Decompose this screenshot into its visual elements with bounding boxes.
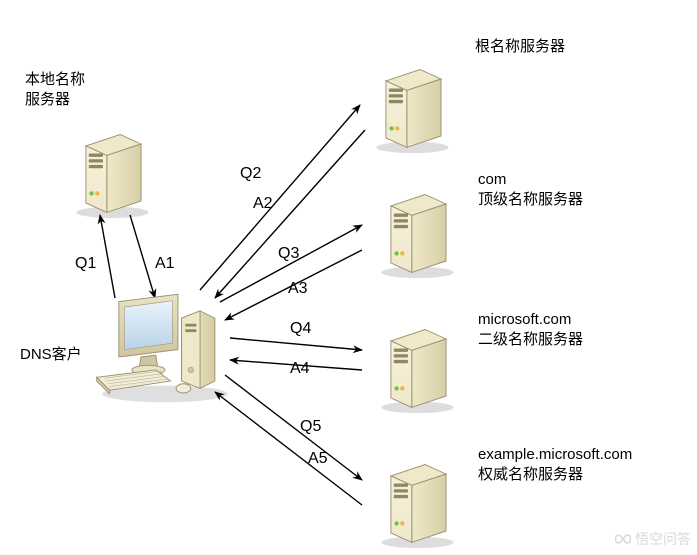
label-client: DNS客户 bbox=[20, 345, 82, 365]
node-com-ns bbox=[370, 185, 465, 285]
node-client-pc bbox=[90, 285, 240, 410]
label-root-ns: 根名称服务器 bbox=[475, 37, 565, 57]
server-icon bbox=[370, 320, 465, 415]
edge-label-q2: Q2 bbox=[240, 165, 261, 183]
edge-label-q5: Q5 bbox=[300, 418, 321, 436]
node-local-ns bbox=[65, 125, 160, 225]
edge-label-a5: A5 bbox=[308, 450, 328, 468]
edge-label-q3: Q3 bbox=[278, 245, 299, 263]
edge-label-a1: A1 bbox=[155, 255, 175, 273]
watermark-text: 悟空问答 bbox=[635, 529, 691, 549]
server-icon bbox=[370, 185, 465, 280]
server-icon bbox=[370, 455, 465, 550]
edge-label-a4: A4 bbox=[290, 360, 310, 378]
label-auth-ns: example.microsoft.com 权威名称服务器 bbox=[478, 445, 632, 484]
computer-icon bbox=[90, 285, 240, 405]
server-icon bbox=[65, 125, 160, 220]
edge-label-a3: A3 bbox=[288, 280, 308, 298]
server-icon bbox=[365, 60, 460, 155]
label-ms-ns: microsoft.com 二级名称服务器 bbox=[478, 310, 583, 349]
node-ms-ns bbox=[370, 320, 465, 420]
diagram-canvas: 本地名称 服务器 根名称服务器 bbox=[0, 0, 697, 555]
node-auth-ns bbox=[370, 455, 465, 555]
infinity-icon bbox=[615, 533, 631, 545]
label-local-ns: 本地名称 服务器 bbox=[25, 70, 85, 109]
label-com-ns: com 顶级名称服务器 bbox=[478, 170, 583, 209]
edge-label-q1: Q1 bbox=[75, 255, 96, 273]
watermark: 悟空问答 bbox=[615, 529, 691, 549]
node-root-ns bbox=[365, 60, 460, 160]
edge-label-a2: A2 bbox=[253, 195, 273, 213]
edge-label-q4: Q4 bbox=[290, 320, 311, 338]
